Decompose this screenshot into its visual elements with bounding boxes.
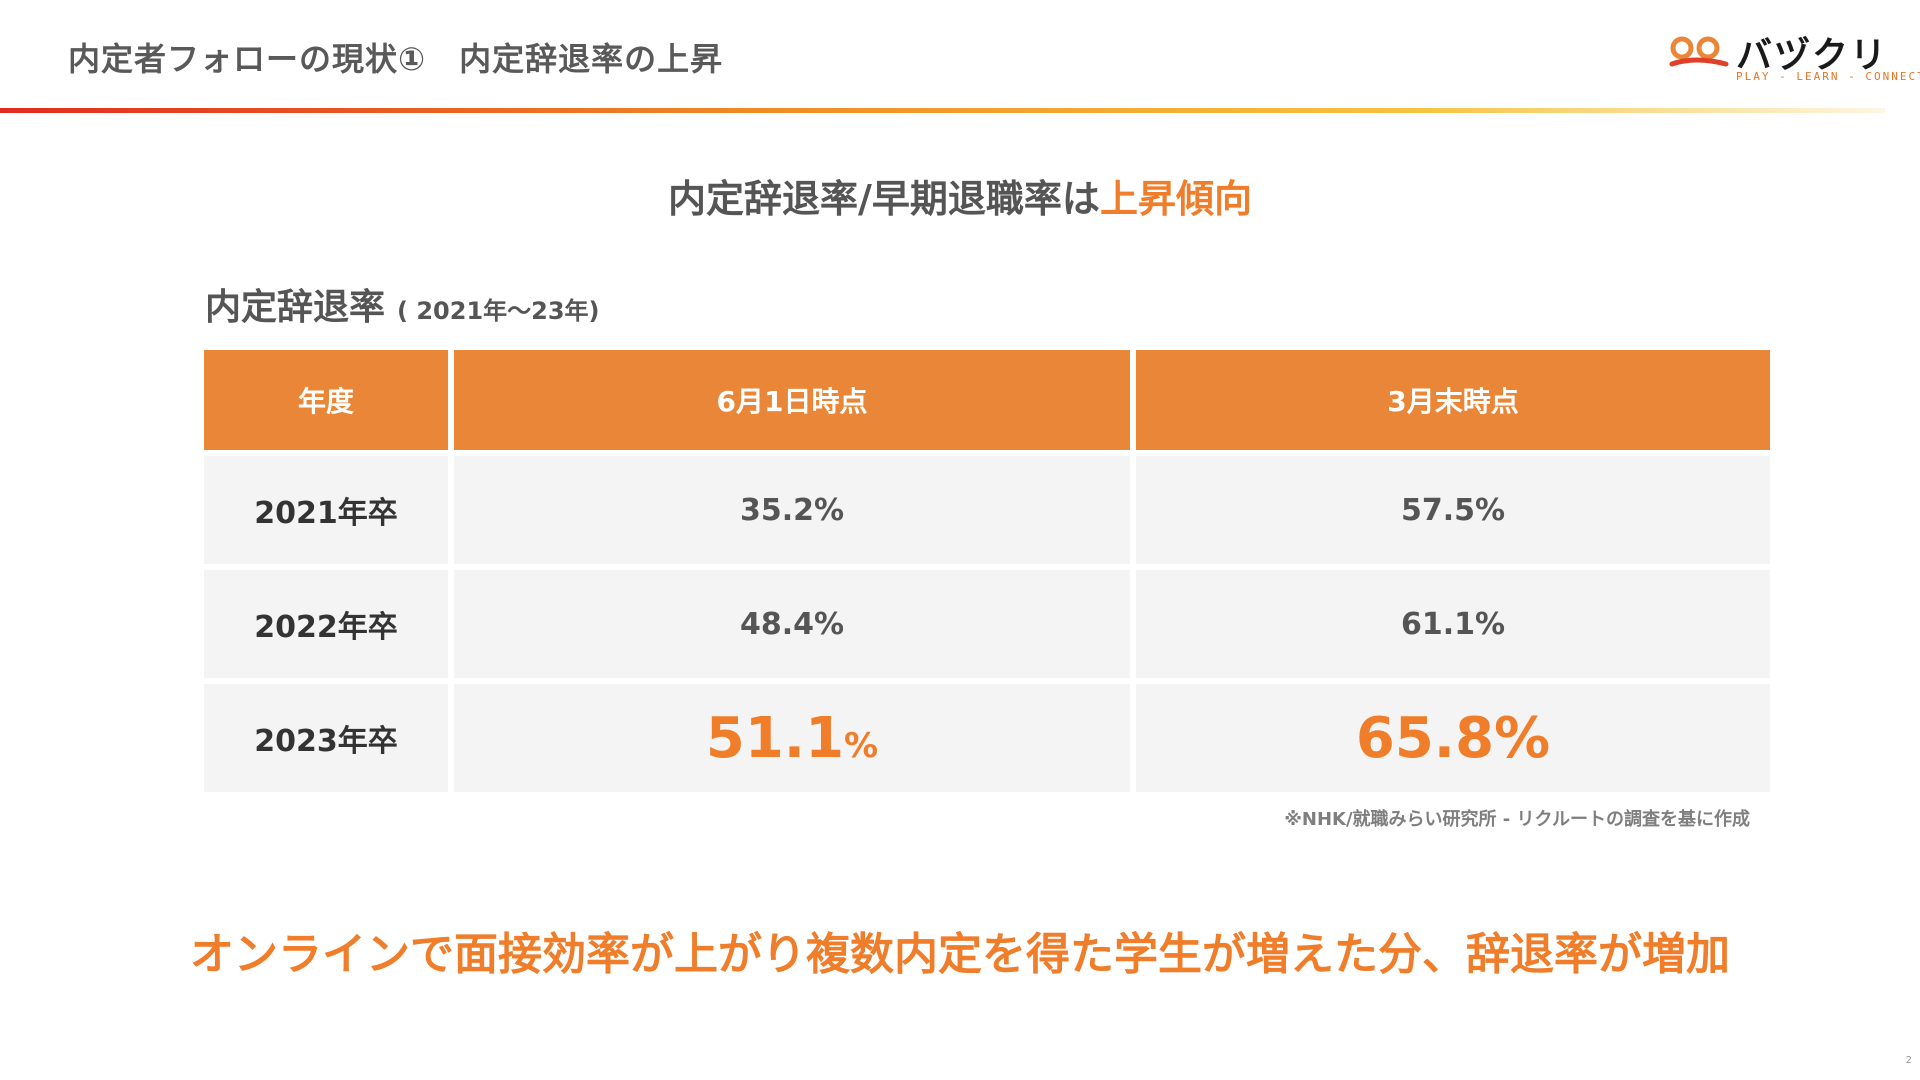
row-year: 2023年卒 xyxy=(204,684,448,792)
row-june-rate: 48.4% xyxy=(454,570,1130,678)
page-number: 2 xyxy=(1905,1055,1912,1066)
table-row: 2023年卒 51.1% 65.8% xyxy=(204,684,1770,792)
june-rate-number: 51.1 xyxy=(705,705,845,771)
table-header-row: 年度 6月1日時点 3月末時点 xyxy=(204,350,1770,450)
row-march-rate: 61.1% xyxy=(1136,570,1770,678)
header-year: 年度 xyxy=(204,350,448,450)
slide-headline: 内定辞退率/早期退職率は上昇傾向 xyxy=(0,168,1920,223)
row-year: 2022年卒 xyxy=(204,570,448,678)
page-title: 内定者フォローの現状① 内定辞退率の上昇 xyxy=(68,40,724,78)
table-row: 2021年卒 35.2% 57.5% xyxy=(204,456,1770,564)
section-title-range: ( 2021年～23年) xyxy=(397,297,600,325)
june-rate-unit: % xyxy=(844,725,879,766)
conclusion-text: オンラインで面接効率が上がり複数内定を得た学生が増えた分、辞退率が増加 xyxy=(190,929,1730,980)
header-march: 3月末時点 xyxy=(1136,350,1770,450)
headline-prefix: 内定辞退率/早期退職率は xyxy=(668,177,1100,221)
logo-wordmark: バヅクリ xyxy=(1736,35,1889,76)
row-march-rate-highlight: 65.8% xyxy=(1136,684,1770,792)
source-note: ※NHK/就職みらい研究所 - リクルートの調査を基に作成 xyxy=(1284,809,1750,830)
logo-mark-icon xyxy=(1669,36,1729,67)
logo-tagline: PLAY - LEARN - CONNECT xyxy=(1736,70,1920,83)
table-row: 2022年卒 48.4% 61.1% xyxy=(204,570,1770,678)
brand-logo: バヅクリ PLAY - LEARN - CONNECT xyxy=(1668,26,1920,86)
section-title: 内定辞退率 ( 2021年～23年) xyxy=(205,278,600,330)
row-june-rate: 35.2% xyxy=(454,456,1130,564)
header-june: 6月1日時点 xyxy=(454,350,1130,450)
declining-rate-table: 年度 6月1日時点 3月末時点 2021年卒 35.2% 57.5% 2022年… xyxy=(198,344,1776,798)
section-title-main: 内定辞退率 xyxy=(205,287,386,328)
row-march-rate: 57.5% xyxy=(1136,456,1770,564)
row-year: 2021年卒 xyxy=(204,456,448,564)
header-divider xyxy=(0,108,1885,113)
headline-emphasis: 上昇傾向 xyxy=(1099,177,1252,221)
row-june-rate-highlight: 51.1% xyxy=(454,684,1130,792)
